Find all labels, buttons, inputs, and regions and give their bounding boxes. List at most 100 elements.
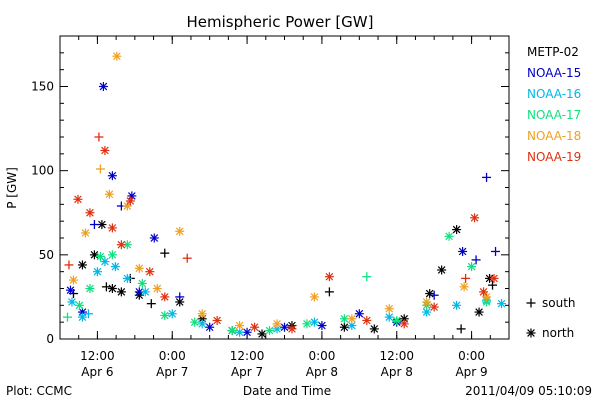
data-point-north [197,309,207,319]
data-point-north [339,322,349,332]
data-point-north [257,329,267,339]
data-point-north [302,319,312,329]
legend-item: NOAA-16 [527,87,581,101]
series-metp-02 [68,220,498,339]
data-point-north [474,307,484,317]
data-point-south [362,272,372,282]
data-point-south [488,280,498,290]
data-point-north [347,321,357,331]
data-point-north [65,285,75,295]
data-point-north [399,319,409,329]
x-axis: 12:00 Apr 6 0:00 Apr 7 12:00 Apr 7 0:00 Apr 8 12… [59,36,510,379]
data-point-north [98,82,108,91]
footer-left: Plot: CCMC [6,384,72,398]
data-point-north [392,315,402,325]
data-point-north [92,267,102,277]
data-point-north [212,315,222,325]
data-point-north [354,309,364,319]
data-point-south [89,220,99,230]
marker-legend-label: north [542,326,574,340]
x-tick-label-time: 0:00 [308,349,335,363]
data-point-north [100,145,110,155]
data-point-south [324,287,334,297]
marker-legend-label: south [542,296,576,310]
x-tick-label-time: 12:00 [230,349,265,363]
legend-item: NOAA-15 [527,66,581,80]
series-noaa-15 [65,82,501,337]
data-point-south [491,246,501,256]
y-axis: 0 50 100 150 [31,35,509,346]
data-point-south [160,248,170,258]
data-point-north [112,51,122,61]
data-point-north [369,324,379,334]
data-point-north [437,265,447,275]
y-tick-label: 0 [46,332,54,346]
legend-item: NOAA-17 [527,108,581,122]
legend-item: METP-02 [527,45,579,59]
y-tick-label: 100 [31,164,54,178]
data-point-north [160,292,170,302]
data-point-south [482,172,492,182]
data-point-north [152,284,162,293]
data-point-south [146,299,156,309]
data-point-north [452,225,462,235]
x-tick-label-date: Apr 9 [455,365,487,379]
data-point-south [175,292,185,302]
data-point-north [227,326,237,336]
data-point-north [272,319,282,329]
data-point-north [197,319,207,329]
series-noaa-17 [62,231,492,336]
chart-title: Hemispheric Power [GW] [187,13,374,31]
data-point-north [280,322,289,332]
data-point-north [67,297,77,307]
legend-item: NOAA-18 [527,129,581,143]
x-tick-label-time: 12:00 [379,349,414,363]
data-point-north [287,324,297,334]
legend-item: NOAA-19 [527,150,581,164]
data-point-north [73,194,83,204]
data-point-south [471,255,481,265]
x-tick-label-date: Apr 6 [81,365,113,379]
data-point-south [182,253,192,263]
data-point-north [74,300,84,310]
data-point-north [422,297,432,307]
data-point-north [137,278,147,288]
data-point-north [265,326,275,336]
data-point-north [122,240,132,250]
x-tick-label-date: Apr 8 [306,365,338,379]
data-point-north [125,196,135,206]
x-tick-label-time: 12:00 [80,349,115,363]
data-point-north [467,262,477,272]
x-axis-label: Date and Time [243,384,331,398]
data-point-north [116,240,126,250]
x-tick-label-date: Apr 8 [381,365,413,379]
data-point-south [461,273,471,283]
y-axis-label: P [GW] [5,167,19,209]
data-point-north [470,213,480,223]
data-point-north [107,223,117,233]
data-point-north [134,287,144,297]
data-point-north [95,252,105,262]
data-point-north [145,267,155,277]
data-point-north [317,321,327,331]
data-point-north [347,314,357,324]
data-point-north [309,317,319,327]
marker-legend-symbol [526,328,536,338]
data-point-north [235,321,245,331]
data-point-south [62,312,72,322]
data-points [62,51,507,339]
data-point-north [104,189,114,199]
data-point-north [134,263,144,273]
data-point-north [324,272,334,282]
data-point-north [489,273,499,283]
data-point-north [107,284,117,293]
data-point-north [190,317,200,327]
marker-legend: south north [526,296,576,340]
data-point-north [122,201,132,211]
data-point-north [85,284,95,293]
data-point-north [429,302,439,312]
y-tick-label: 150 [31,80,54,94]
data-point-north [422,307,432,317]
data-point-south [456,324,466,334]
